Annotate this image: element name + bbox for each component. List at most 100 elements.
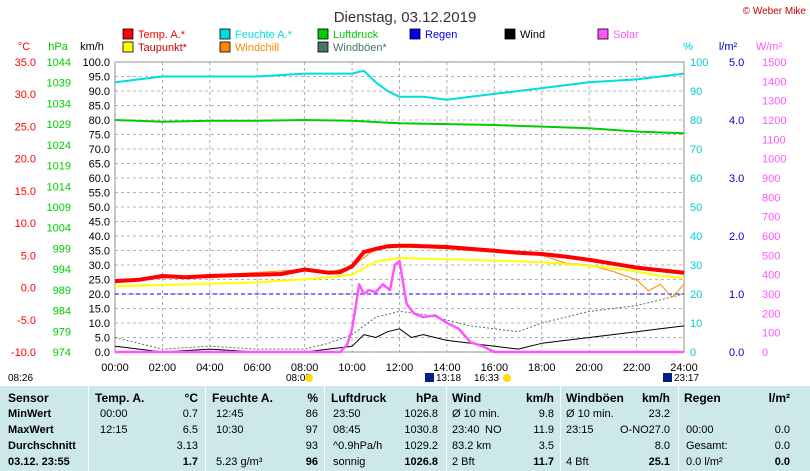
axis-tick-solar_wm2: 900 <box>762 173 780 185</box>
axis-tick-wind_kmh: 60.0 <box>89 173 110 185</box>
credit-label: © Weber Mike <box>743 6 807 17</box>
axis-tick-pressure_hpa: 1019 <box>47 161 71 173</box>
axis-labels: °C 35.0 30.0 25.0 20.0 15.0 10.0 5.0 0.0 -5.0 -10.… <box>11 41 787 359</box>
legend-label: Temp. A.* <box>138 29 186 41</box>
series-line-solar <box>115 259 684 354</box>
axis-tick-rain_lm2: 5.0 <box>729 57 744 69</box>
axis-tick-solar_wm2: 800 <box>762 192 780 204</box>
axis-title-humidity_pct: % <box>683 41 693 53</box>
wind-time: 2 Bft <box>452 456 475 468</box>
sunrise-label: 08:07 <box>286 373 311 384</box>
axis-tick-rain_lm2: 0.0 <box>729 347 744 359</box>
axis-tick-wind_kmh: 0.0 <box>95 347 110 359</box>
axis-tick-solar_wm2: 600 <box>762 231 780 243</box>
legend-swatch <box>597 28 609 40</box>
temp-value: 3.13 <box>176 440 198 452</box>
solar-noon-label: 13:18 <box>436 373 461 384</box>
header-gust: Windböen <box>566 391 624 405</box>
axis-tick-wind_kmh: 85.0 <box>89 101 110 113</box>
axis-tick-humidity_pct: 50 <box>690 202 702 214</box>
gust-value: 23.2 <box>648 408 670 420</box>
legend-swatch <box>219 41 231 53</box>
rain-time: 0.0 l/m² <box>686 456 723 468</box>
header-wind-unit: km/h <box>525 391 554 405</box>
axis-tick-temp_c: -10.0 <box>11 347 36 359</box>
header-pressure-unit: hPa <box>415 391 438 405</box>
axis-tick-wind_kmh: 45.0 <box>89 217 110 229</box>
axis-tick-humidity_pct: 100 <box>690 57 708 69</box>
legend-swatch <box>317 28 329 40</box>
axis-tick-solar_wm2: 100 <box>762 328 780 340</box>
axis-tick-solar_wm2: 500 <box>762 250 780 262</box>
axis-tick-wind_kmh: 25.0 <box>89 275 110 287</box>
axis-tick-pressure_hpa: 994 <box>53 264 71 276</box>
axis-tick-humidity_pct: 90 <box>690 86 702 98</box>
gust-time: 23:15 <box>566 424 594 436</box>
axis-tick-wind_kmh: 5.0 <box>95 333 110 345</box>
axis-tick-wind_kmh: 15.0 <box>89 304 110 316</box>
series-line-windben <box>114 293 685 350</box>
humidity-value: 93 <box>305 440 318 452</box>
sunset-label: 16:33 <box>474 373 499 384</box>
pressure-value: 1029.2 <box>404 440 438 452</box>
header-gust-unit: km/h <box>641 391 670 405</box>
temp-time: 12:15 <box>100 424 128 436</box>
legend-label: Taupunkt* <box>138 42 188 54</box>
axis-tick-solar_wm2: 1300 <box>762 96 786 108</box>
x-tick-label: 04:00 <box>196 362 224 374</box>
x-axis: 00:00 02:00 04:00 06:00 08:00 10:00 12:00 14:00… <box>101 362 698 374</box>
pressure-value: 1026.8 <box>404 456 438 468</box>
temp-value: 6.5 <box>182 424 198 436</box>
pressure-value: 1026.8 <box>404 408 438 420</box>
stats-table <box>0 386 810 471</box>
daylength-start-label: 08:26 <box>8 373 33 384</box>
axis-tick-humidity_pct: 20 <box>690 289 702 301</box>
gust-time: 4 Bft <box>566 456 589 468</box>
x-tick-label: 18:00 <box>528 362 556 374</box>
axis-tick-temp_c: 20.0 <box>15 154 36 166</box>
legend-swatch <box>122 28 134 40</box>
header-humidity-unit: % <box>307 391 318 405</box>
temp-value: 1.7 <box>182 456 198 468</box>
axis-tick-wind_kmh: 100.0 <box>82 57 110 69</box>
axis-title-pressure_hpa: hPa <box>48 41 68 53</box>
column-separator <box>205 386 206 471</box>
legend-swatch <box>409 28 421 40</box>
axis-tick-temp_c: 30.0 <box>15 89 36 101</box>
axis-tick-pressure_hpa: 999 <box>53 243 71 255</box>
axis-tick-pressure_hpa: 1029 <box>47 119 71 131</box>
legend-label: Windchill <box>235 42 279 54</box>
header-rain: Regen <box>684 391 721 405</box>
legend-label: Luftdruck <box>333 29 379 41</box>
series-line-feuchtea <box>114 69 685 101</box>
axis-tick-solar_wm2: 0 <box>762 347 768 359</box>
legend-swatch <box>122 41 134 53</box>
humidity-value: 86 <box>305 408 318 420</box>
axis-tick-pressure_hpa: 1024 <box>47 140 71 152</box>
legend-swatch <box>219 28 231 40</box>
wind-value: 11.9 <box>533 424 554 436</box>
axis-tick-wind_kmh: 55.0 <box>89 188 110 200</box>
series-line-taupunkt <box>114 256 685 288</box>
gust-time: Ø 10 min. <box>566 408 614 420</box>
pressure-time: ^0.9hPa/h <box>333 440 383 452</box>
x-tick-label: 24:00 <box>670 362 698 374</box>
axis-tick-humidity_pct: 0 <box>690 347 696 359</box>
axis-tick-solar_wm2: 400 <box>762 270 780 282</box>
sun-markers: 08:26 08:07 13:18 16:33 23:17 <box>8 373 699 384</box>
column-separator <box>324 386 325 471</box>
axis-tick-pressure_hpa: 989 <box>53 285 71 297</box>
x-tick-label: 22:00 <box>623 362 651 374</box>
axis-title-rain_lm2: l/m² <box>719 41 738 53</box>
x-tick-label: 14:00 <box>433 362 461 374</box>
axis-tick-pressure_hpa: 1014 <box>47 181 71 193</box>
sunrise-icon <box>305 374 313 382</box>
moon-label: 23:17 <box>674 373 699 384</box>
temp-value: 0.7 <box>182 408 198 420</box>
header-humidity: Feuchte A. <box>212 391 273 405</box>
header-temp-unit: °C <box>184 391 198 405</box>
axis-tick-wind_kmh: 75.0 <box>89 130 110 142</box>
gust-value: 27.0 <box>648 424 670 436</box>
axis-tick-rain_lm2: 1.0 <box>729 289 744 301</box>
axis-tick-wind_kmh: 70.0 <box>89 144 110 156</box>
